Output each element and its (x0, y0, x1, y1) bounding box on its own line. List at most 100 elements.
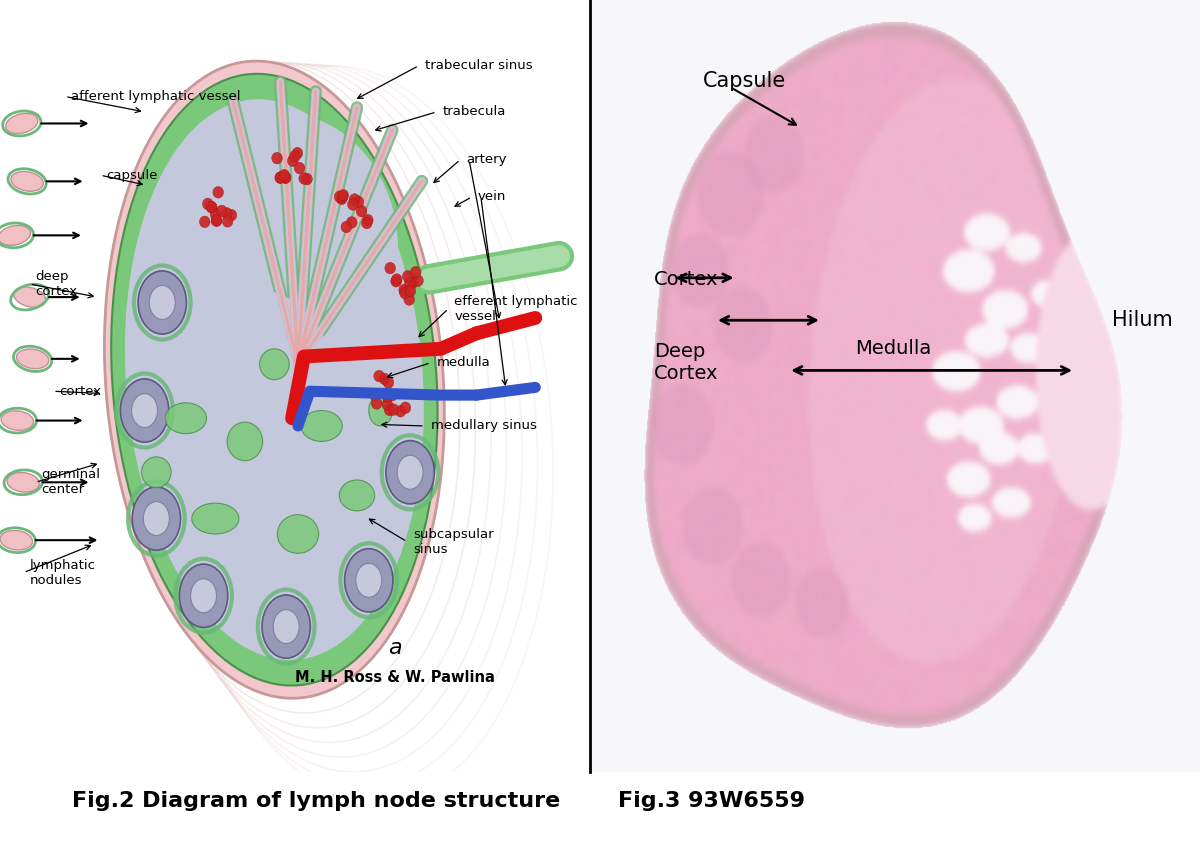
Text: artery: artery (466, 153, 506, 166)
Ellipse shape (17, 349, 49, 369)
Ellipse shape (11, 171, 43, 192)
Text: M. H. Ross & W. Pawlina: M. H. Ross & W. Pawlina (295, 670, 496, 685)
Ellipse shape (392, 378, 403, 390)
Ellipse shape (362, 208, 373, 219)
Ellipse shape (397, 405, 408, 417)
Ellipse shape (166, 403, 206, 433)
Ellipse shape (352, 195, 362, 207)
Ellipse shape (0, 226, 30, 245)
Ellipse shape (304, 163, 313, 175)
Ellipse shape (13, 287, 46, 307)
Ellipse shape (344, 549, 392, 612)
Ellipse shape (377, 373, 386, 385)
Ellipse shape (336, 192, 347, 204)
Ellipse shape (350, 220, 361, 232)
Ellipse shape (209, 206, 220, 218)
Ellipse shape (294, 176, 305, 187)
Ellipse shape (284, 164, 295, 175)
Text: Capsule: Capsule (703, 71, 786, 91)
Ellipse shape (222, 215, 233, 226)
Ellipse shape (126, 101, 424, 658)
Text: trabecular sinus: trabecular sinus (425, 59, 533, 72)
Ellipse shape (390, 406, 401, 418)
Text: trabecula: trabecula (443, 105, 506, 119)
Ellipse shape (1, 410, 34, 430)
Ellipse shape (138, 271, 186, 334)
Ellipse shape (403, 393, 413, 404)
Ellipse shape (386, 441, 434, 504)
Text: Hilum: Hilum (1111, 310, 1172, 330)
Ellipse shape (227, 422, 263, 460)
Ellipse shape (277, 515, 319, 553)
Ellipse shape (132, 393, 157, 427)
Ellipse shape (259, 349, 289, 380)
Ellipse shape (112, 74, 438, 685)
Ellipse shape (340, 480, 374, 510)
Ellipse shape (149, 286, 175, 320)
Text: medullary sinus: medullary sinus (431, 420, 536, 432)
Text: afferent lymphatic vessel: afferent lymphatic vessel (71, 90, 240, 103)
Text: a: a (389, 639, 402, 658)
Ellipse shape (208, 199, 218, 211)
Ellipse shape (385, 378, 396, 390)
Ellipse shape (217, 198, 228, 209)
Ellipse shape (286, 168, 296, 179)
Ellipse shape (389, 293, 400, 304)
Ellipse shape (6, 114, 38, 133)
Text: capsule: capsule (107, 169, 157, 181)
Ellipse shape (304, 145, 314, 157)
Ellipse shape (350, 190, 360, 202)
Ellipse shape (120, 379, 169, 442)
Ellipse shape (347, 204, 358, 215)
Text: efferent lymphatic
vessel: efferent lymphatic vessel (455, 294, 578, 323)
Ellipse shape (216, 209, 227, 220)
Ellipse shape (299, 148, 310, 160)
Ellipse shape (352, 190, 362, 202)
Ellipse shape (380, 387, 391, 399)
Ellipse shape (392, 265, 403, 277)
Ellipse shape (401, 272, 410, 284)
Ellipse shape (361, 199, 372, 210)
Text: vein: vein (478, 190, 506, 204)
Ellipse shape (125, 99, 424, 660)
Ellipse shape (275, 166, 286, 177)
Ellipse shape (192, 503, 239, 534)
Ellipse shape (404, 298, 415, 310)
Text: Fig.3 93W6559: Fig.3 93W6559 (618, 791, 805, 812)
Ellipse shape (7, 472, 40, 492)
Text: Deep
Cortex: Deep Cortex (654, 343, 719, 383)
Ellipse shape (179, 564, 228, 628)
Ellipse shape (401, 275, 412, 287)
Text: medulla: medulla (437, 356, 491, 369)
Ellipse shape (199, 195, 210, 207)
Ellipse shape (342, 189, 353, 201)
Ellipse shape (397, 455, 424, 489)
Ellipse shape (301, 410, 342, 442)
Ellipse shape (398, 395, 409, 407)
Ellipse shape (0, 531, 32, 550)
Ellipse shape (416, 270, 427, 282)
Ellipse shape (355, 563, 382, 597)
Ellipse shape (227, 192, 238, 204)
Ellipse shape (203, 199, 214, 210)
Ellipse shape (293, 159, 304, 170)
Ellipse shape (343, 190, 353, 201)
Ellipse shape (214, 197, 224, 208)
Text: lymphatic
nodules: lymphatic nodules (30, 559, 96, 587)
Ellipse shape (384, 264, 394, 275)
Ellipse shape (179, 290, 347, 562)
Ellipse shape (366, 214, 377, 226)
Text: germinal
center: germinal center (41, 468, 101, 496)
Ellipse shape (104, 61, 444, 698)
Ellipse shape (262, 595, 311, 658)
Ellipse shape (204, 197, 215, 208)
Ellipse shape (409, 288, 419, 300)
Ellipse shape (162, 113, 398, 385)
Ellipse shape (371, 371, 382, 382)
Ellipse shape (142, 457, 172, 488)
Ellipse shape (360, 197, 371, 209)
Text: deep
cortex: deep cortex (36, 270, 78, 298)
Ellipse shape (368, 395, 392, 426)
Ellipse shape (402, 388, 413, 400)
Text: Medulla: Medulla (856, 339, 931, 359)
